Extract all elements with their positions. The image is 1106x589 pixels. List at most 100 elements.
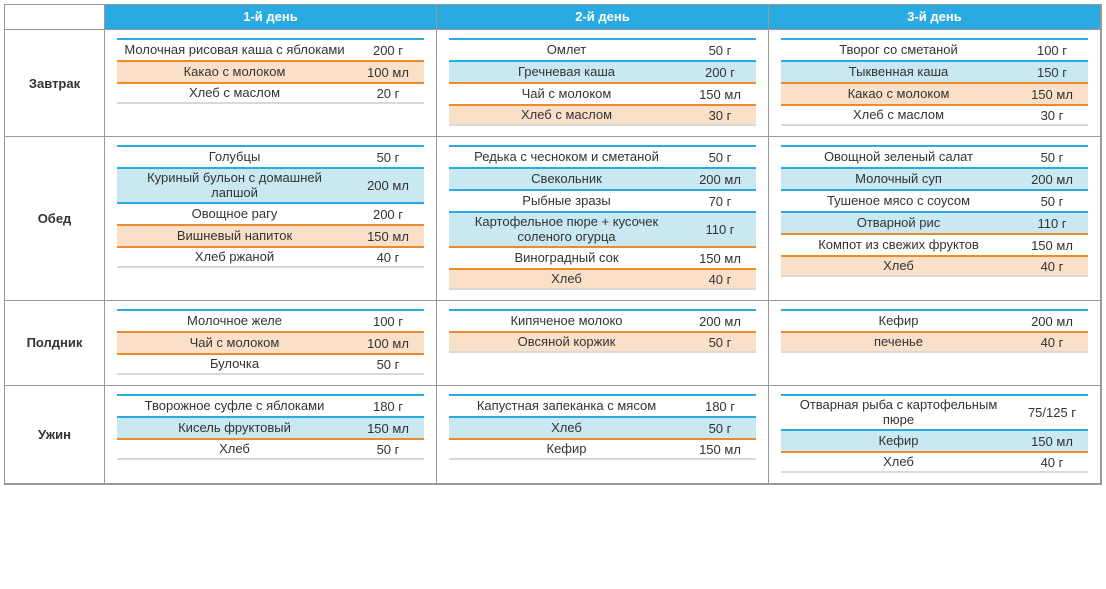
- menu-item-amount: 100 мл: [352, 336, 424, 351]
- menu-item: Какао с молоком150 мл: [781, 82, 1088, 104]
- menu-item-amount: 150 мл: [1016, 238, 1088, 253]
- menu-item-name: Овощной зеленый салат: [781, 150, 1016, 165]
- menu-item-name: Хлеб: [781, 259, 1016, 274]
- menu-item: Молочное желе100 г: [117, 309, 424, 331]
- menu-item: печенье40 г: [781, 331, 1088, 353]
- day-cell: Голубцы50 гКуриный бульон с домашней лап…: [105, 137, 437, 301]
- menu-item-amount: 150 мл: [352, 229, 424, 244]
- header-corner: [5, 5, 105, 30]
- menu-item-name: печенье: [781, 335, 1016, 350]
- menu-item-amount: 150 мл: [352, 421, 424, 436]
- menu-item: Хлеб40 г: [781, 255, 1088, 277]
- menu-item-name: Виноградный сок: [449, 251, 684, 266]
- menu-item-name: Куриный бульон с домашней лапшой: [117, 171, 352, 201]
- menu-item-amount: 40 г: [1016, 335, 1088, 350]
- menu-item: Творожное суфле с яблоками180 г: [117, 394, 424, 416]
- day-cell: Творожное суфле с яблоками180 гКисель фр…: [105, 386, 437, 484]
- menu-item: Овсяной коржик50 г: [449, 331, 756, 353]
- day-cell: Творог со сметаной100 гТыквенная каша150…: [769, 30, 1101, 137]
- menu-item-amount: 75/125 г: [1016, 405, 1088, 420]
- meal-row: ЗавтракМолочная рисовая каша с яблоками2…: [5, 30, 1101, 137]
- day-cell: Отварная рыба с картофельным пюре75/125 …: [769, 386, 1101, 484]
- menu-item-name: Отварная рыба с картофельным пюре: [781, 398, 1016, 428]
- menu-item: Хлеб с маслом20 г: [117, 82, 424, 104]
- menu-item: Хлеб50 г: [117, 438, 424, 460]
- meal-label: Обед: [5, 137, 105, 301]
- menu-item-amount: 40 г: [1016, 259, 1088, 274]
- menu-item-name: Хлеб с маслом: [117, 86, 352, 101]
- menu-item-name: Гречневая каша: [449, 65, 684, 80]
- menu-item-name: Хлеб: [117, 442, 352, 457]
- menu-item-name: Компот из свежих фруктов: [781, 238, 1016, 253]
- menu-item-amount: 200 мл: [684, 314, 756, 329]
- day-cell: Молочное желе100 гЧай с молоком100 млБул…: [105, 301, 437, 386]
- menu-item-amount: 200 г: [352, 207, 424, 222]
- menu-item: Чай с молоком100 мл: [117, 331, 424, 353]
- menu-item-name: Булочка: [117, 357, 352, 372]
- menu-item-amount: 200 г: [352, 43, 424, 58]
- menu-item: Кефир150 мл: [781, 429, 1088, 451]
- meal-row: УжинТворожное суфле с яблоками180 гКисел…: [5, 386, 1101, 484]
- day-cell: Редька с чесноком и сметаной50 гСвекольн…: [437, 137, 769, 301]
- menu-item-amount: 180 г: [684, 399, 756, 414]
- menu-item-name: Овощное рагу: [117, 207, 352, 222]
- menu-item-amount: 40 г: [352, 250, 424, 265]
- menu-item: Капустная запеканка с мясом180 г: [449, 394, 756, 416]
- menu-item-amount: 180 г: [352, 399, 424, 414]
- menu-item-amount: 30 г: [684, 108, 756, 123]
- day-cell: Кипяченое молоко200 млОвсяной коржик50 г: [437, 301, 769, 386]
- menu-item: Компот из свежих фруктов150 мл: [781, 233, 1088, 255]
- menu-item-name: Вишневый напиток: [117, 229, 352, 244]
- menu-item-name: Хлеб ржаной: [117, 250, 352, 265]
- menu-item-amount: 70 г: [684, 194, 756, 209]
- menu-item-name: Кефир: [781, 314, 1016, 329]
- menu-item-name: Голубцы: [117, 150, 352, 165]
- menu-item-name: Чай с молоком: [449, 87, 684, 102]
- menu-item-name: Хлеб с маслом: [449, 108, 684, 123]
- header-row: 1-й день 2-й день 3-й день: [5, 5, 1101, 30]
- menu-item: Чай с молоком150 мл: [449, 82, 756, 104]
- menu-item-amount: 50 г: [352, 150, 424, 165]
- menu-item-name: Хлеб: [449, 272, 684, 287]
- menu-item-amount: 50 г: [1016, 194, 1088, 209]
- menu-item-amount: 200 мл: [684, 172, 756, 187]
- menu-item-name: Хлеб: [449, 421, 684, 436]
- menu-item-amount: 50 г: [352, 442, 424, 457]
- menu-item-amount: 150 г: [1016, 65, 1088, 80]
- menu-item: Хлеб40 г: [781, 451, 1088, 473]
- menu-item-amount: 100 г: [352, 314, 424, 329]
- menu-item: Хлеб с маслом30 г: [781, 104, 1088, 126]
- menu-item-name: Какао с молоком: [117, 65, 352, 80]
- menu-item-amount: 50 г: [352, 357, 424, 372]
- menu-item: Рыбные зразы70 г: [449, 189, 756, 211]
- menu-item: Голубцы50 г: [117, 145, 424, 167]
- menu-item: Булочка50 г: [117, 353, 424, 375]
- menu-item-amount: 100 мл: [352, 65, 424, 80]
- menu-item: Свекольник200 мл: [449, 167, 756, 189]
- menu-item: Омлет50 г: [449, 38, 756, 60]
- menu-item: Виноградный сок150 мл: [449, 246, 756, 268]
- menu-item-amount: 200 мл: [1016, 314, 1088, 329]
- day-cell: Кефир200 млпеченье40 г: [769, 301, 1101, 386]
- menu-item-amount: 150 мл: [684, 442, 756, 457]
- menu-item: Какао с молоком100 мл: [117, 60, 424, 82]
- menu-item-name: Кефир: [781, 434, 1016, 449]
- meal-plan-table: 1-й день 2-й день 3-й день ЗавтракМолочн…: [4, 4, 1102, 485]
- menu-item-name: Омлет: [449, 43, 684, 58]
- menu-item: Кефир200 мл: [781, 309, 1088, 331]
- menu-item-amount: 20 г: [352, 86, 424, 101]
- meal-label: Полдник: [5, 301, 105, 386]
- meal-label: Завтрак: [5, 30, 105, 137]
- menu-item-name: Капустная запеканка с мясом: [449, 399, 684, 414]
- menu-item: Картофельное пюре + кусочек соленого огу…: [449, 211, 756, 246]
- menu-item-name: Овсяной коржик: [449, 335, 684, 350]
- menu-item-amount: 110 г: [684, 222, 756, 237]
- menu-item: Кипяченое молоко200 мл: [449, 309, 756, 331]
- menu-item-amount: 40 г: [1016, 455, 1088, 470]
- menu-item-amount: 150 мл: [1016, 434, 1088, 449]
- menu-item: Кефир150 мл: [449, 438, 756, 460]
- menu-item: Редька с чесноком и сметаной50 г: [449, 145, 756, 167]
- menu-item: Тыквенная каша150 г: [781, 60, 1088, 82]
- menu-item-name: Картофельное пюре + кусочек соленого огу…: [449, 215, 684, 245]
- menu-item-amount: 100 г: [1016, 43, 1088, 58]
